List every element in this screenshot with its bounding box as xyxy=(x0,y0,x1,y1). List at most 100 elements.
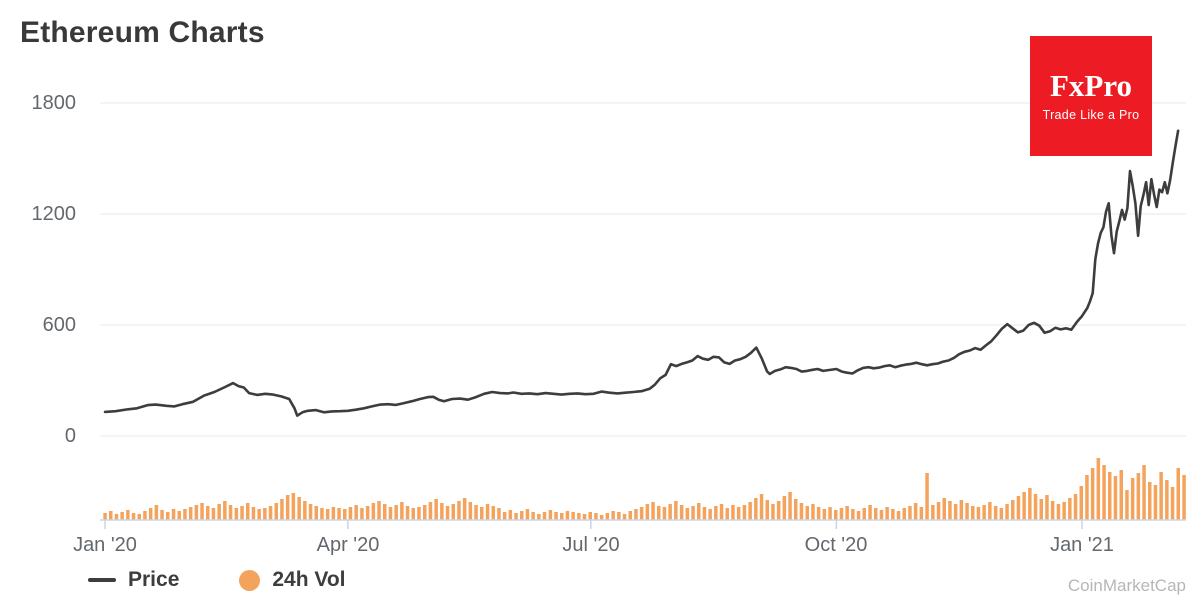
volume-bar xyxy=(166,512,170,520)
volume-bar xyxy=(1050,501,1055,520)
volume-bar xyxy=(1045,495,1049,520)
volume-bar xyxy=(1039,499,1043,520)
legend-item-volume[interactable]: 24h Vol xyxy=(239,568,346,592)
volume-bar xyxy=(765,500,769,520)
volume-bar xyxy=(959,500,964,520)
volume-bar xyxy=(417,507,421,520)
volume-bar xyxy=(183,509,187,520)
y-axis-label: 0 xyxy=(64,425,76,447)
volume-bar xyxy=(679,505,684,520)
x-axis-label: Oct '20 xyxy=(804,534,868,556)
volume-bar xyxy=(514,513,518,520)
volume-bar xyxy=(257,509,261,520)
volume-bar xyxy=(1056,504,1061,520)
volume-bar xyxy=(440,503,444,520)
volume-bar xyxy=(1090,468,1095,520)
volume-bar xyxy=(480,507,484,520)
volume-bar xyxy=(497,508,501,520)
volume-bar xyxy=(474,505,478,520)
volume-bar xyxy=(508,510,513,520)
volume-bar xyxy=(925,473,929,520)
volume-bar xyxy=(445,506,450,520)
volume-bar xyxy=(834,510,838,520)
volume-bar xyxy=(325,509,330,520)
volume-bar xyxy=(582,514,587,520)
volume-bar xyxy=(348,507,353,520)
volume-bar xyxy=(845,506,849,520)
volume-bar xyxy=(993,506,998,520)
volume-bar xyxy=(120,512,124,520)
fxpro-tagline: Trade Like a Pro xyxy=(1042,108,1140,122)
volume-bar xyxy=(1033,494,1038,520)
legend-item-price[interactable]: Price xyxy=(88,568,179,592)
volume-bar xyxy=(1136,473,1141,520)
volume-bar xyxy=(782,496,787,520)
volume-bar xyxy=(137,514,141,520)
volume-bar xyxy=(856,511,861,520)
volume-bar xyxy=(1102,465,1106,520)
volume-bar xyxy=(177,511,181,520)
volume-bar xyxy=(377,501,381,520)
volume-bar xyxy=(126,510,130,520)
volume-bar xyxy=(560,513,564,520)
volume-bar xyxy=(1130,478,1135,520)
volume-bar xyxy=(268,506,273,520)
volume-bar xyxy=(143,511,147,520)
volume-bar xyxy=(154,505,159,520)
volume-bar xyxy=(1170,487,1175,520)
volume-bar xyxy=(651,502,655,520)
volume-bar xyxy=(502,512,507,520)
volume-bar xyxy=(708,509,712,520)
volume-bar xyxy=(1073,494,1078,520)
volume-bar xyxy=(594,513,598,520)
volume-bar xyxy=(1062,502,1066,520)
volume-bar xyxy=(1085,475,1089,520)
volume-bar xyxy=(462,498,467,520)
volume-bar xyxy=(816,507,821,520)
volume-bar xyxy=(1113,476,1118,520)
chart-legend: Price 24h Vol xyxy=(88,568,406,592)
x-axis-label: Jan '21 xyxy=(1050,534,1114,556)
volume-bar xyxy=(588,512,592,520)
volume-bar xyxy=(885,507,889,520)
volume-bar xyxy=(411,508,415,520)
legend-price-label: Price xyxy=(128,568,180,591)
volume-bar xyxy=(1153,485,1158,520)
volume-bar xyxy=(194,505,199,520)
volume-bar xyxy=(628,511,632,520)
volume-bar xyxy=(337,508,341,520)
volume-bar xyxy=(371,503,376,520)
volume-bar xyxy=(1068,498,1072,520)
x-axis-label: Jan '20 xyxy=(73,534,137,556)
volume-bar xyxy=(999,508,1004,520)
page-title: Ethereum Charts xyxy=(20,16,265,49)
volume-bar xyxy=(565,511,570,520)
volume-bar xyxy=(354,505,358,520)
fxpro-ad-badge[interactable]: FxPro Trade Like a Pro xyxy=(1030,36,1152,156)
volume-bar xyxy=(554,512,558,520)
volume-bar xyxy=(1005,504,1009,520)
volume-bar xyxy=(223,501,227,520)
volume-bar xyxy=(228,505,233,520)
volume-bar xyxy=(577,513,581,520)
y-axis-label: 1200 xyxy=(31,203,77,225)
volume-bar xyxy=(274,503,278,520)
volume-bar xyxy=(634,509,638,520)
volume-bar xyxy=(611,511,615,520)
volume-bar xyxy=(811,504,815,520)
volume-bar xyxy=(131,513,136,520)
volume-bar xyxy=(645,504,650,520)
volume-bar xyxy=(965,503,969,520)
volume-bar xyxy=(394,505,398,520)
volume-bar xyxy=(308,504,313,520)
volume-bar xyxy=(617,512,621,520)
volume-bar xyxy=(234,508,239,520)
volume-bar xyxy=(731,505,735,520)
volume-bar xyxy=(936,502,941,520)
volume-bar xyxy=(988,502,992,520)
volume-bar xyxy=(748,502,752,520)
volume-bar xyxy=(280,499,284,520)
volume-bar xyxy=(171,509,176,520)
volume-bar xyxy=(657,506,661,520)
